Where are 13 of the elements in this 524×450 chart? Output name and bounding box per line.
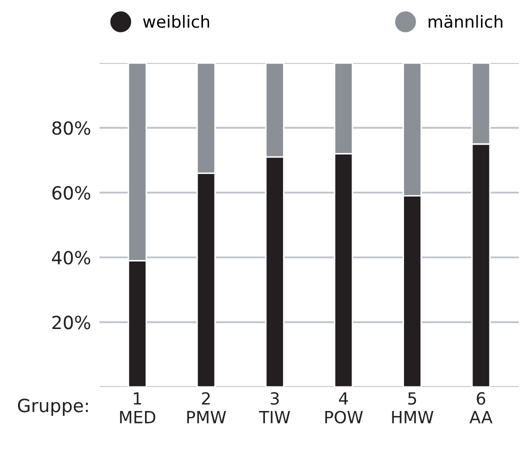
y-tick-label: 40% — [52, 250, 90, 265]
x-tick-label: 4 POW — [325, 392, 363, 424]
legend-label: weiblich — [143, 15, 210, 28]
y-tick-label: 80% — [52, 121, 90, 135]
x-tick-label: 6 AA — [469, 392, 492, 424]
y-tick-label: 20% — [52, 316, 90, 330]
x-tick-label: 2 PMW — [187, 392, 226, 424]
legend-label: männlich — [428, 15, 502, 28]
x-tick-label: 1 MED — [120, 392, 156, 424]
x-axis-title: Gruppe: — [18, 398, 88, 416]
x-tick-label: 5 HMW — [392, 392, 434, 424]
y-tick-label: 60% — [52, 186, 90, 200]
x-tick-label: 3 TIW — [258, 392, 290, 424]
